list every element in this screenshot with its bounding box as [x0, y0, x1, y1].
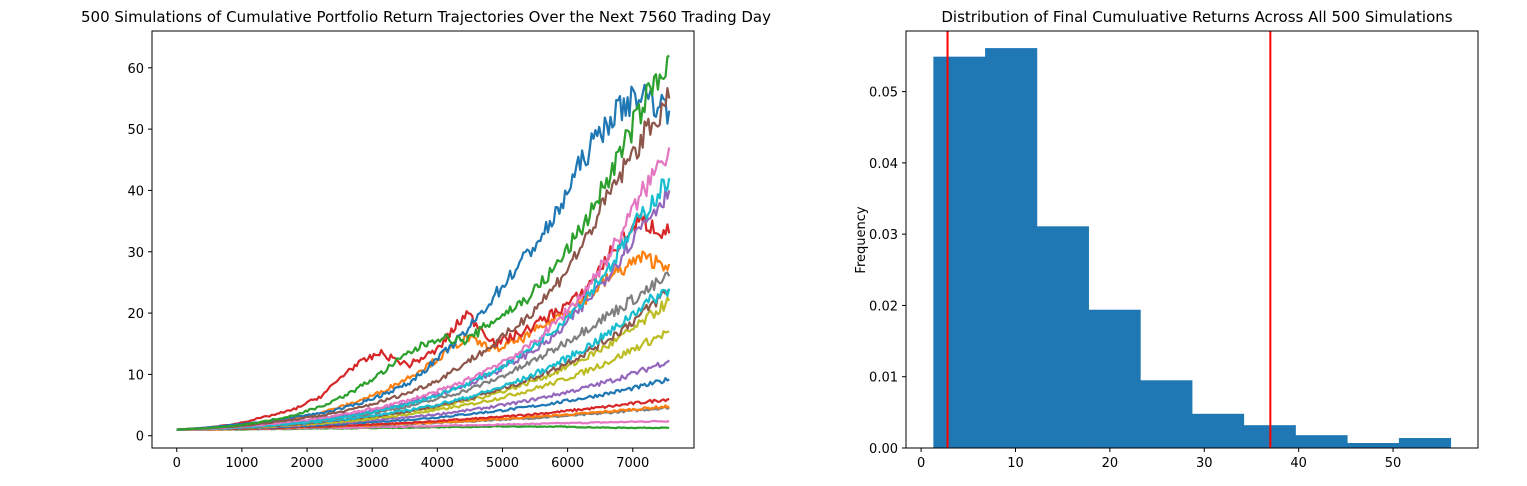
- histogram-y-ticks: 0.00 0.01 0.02 0.03 0.04 0.05: [869, 86, 906, 457]
- histogram-chart-title: Distribution of Final Cumuluative Return…: [941, 8, 1452, 26]
- trajectory-x-tick-label: 5000: [486, 456, 519, 471]
- trajectory-x-tick-label: 3000: [356, 456, 389, 471]
- histogram-x-ticks: 0 10 20 30 40 50: [917, 448, 1401, 471]
- histogram-x-tick-label: 50: [1385, 456, 1402, 471]
- histogram-y-tick-label: 0.02: [869, 299, 898, 314]
- trajectory-x-tick-label: 2000: [290, 456, 323, 471]
- trajectory-x-tick-label: 7000: [616, 456, 649, 471]
- histogram-x-tick-label: 20: [1102, 456, 1119, 471]
- histogram-ci-lines: [946, 31, 1272, 448]
- histogram-bars: [933, 48, 1452, 449]
- histogram-y-tick-label: 0.00: [869, 442, 898, 457]
- histogram-x-tick-label: 40: [1290, 456, 1307, 471]
- trajectory-plot-frame: [151, 30, 695, 449]
- trajectory-lines: [176, 54, 671, 431]
- histogram-bar: [1140, 380, 1193, 448]
- trajectory-x-tick-label: 1000: [225, 456, 258, 471]
- histogram-y-axis-label: Frequency: [854, 206, 869, 273]
- trajectory-chart-title: 500 Simulations of Cumulative Portfolio …: [81, 8, 771, 26]
- histogram-bar: [985, 48, 1038, 448]
- histogram-x-tick-label: 30: [1196, 456, 1213, 471]
- trajectory-line: [176, 147, 671, 431]
- trajectory-x-tick-label: 0: [173, 456, 181, 471]
- histogram-bar: [1192, 413, 1245, 448]
- trajectory-line: [176, 296, 671, 431]
- trajectory-y-tick-label: 0: [136, 430, 144, 445]
- histogram-y-tick-label: 0.04: [869, 157, 898, 172]
- trajectory-y-tick-label: 40: [127, 184, 144, 199]
- trajectory-chart: 500 Simulations of Cumulative Portfolio …: [81, 8, 771, 471]
- trajectory-y-ticks: 0 10 20 30 40 50 60: [127, 62, 152, 445]
- histogram-y-tick-label: 0.01: [869, 371, 898, 386]
- trajectory-line: [176, 54, 670, 431]
- histogram-bar: [933, 56, 986, 449]
- trajectory-y-tick-label: 20: [127, 307, 144, 322]
- histogram-bar: [1398, 438, 1452, 448]
- histogram-x-tick-label: 0: [917, 456, 925, 471]
- trajectory-line: [176, 87, 671, 431]
- histogram-bar: [1088, 309, 1141, 448]
- trajectory-y-tick-label: 50: [127, 123, 144, 138]
- histogram-bar: [1036, 226, 1089, 448]
- histogram-bar: [1347, 443, 1400, 448]
- trajectory-line: [176, 83, 671, 431]
- trajectory-y-tick-label: 10: [127, 368, 144, 383]
- trajectory-y-tick-label: 30: [127, 246, 144, 261]
- histogram-y-tick-label: 0.03: [869, 228, 898, 243]
- histogram-x-tick-label: 10: [1007, 456, 1024, 471]
- trajectory-x-ticks: 0 1000 2000 3000 4000 5000 6000 7000: [173, 448, 649, 471]
- trajectory-line: [176, 178, 671, 431]
- histogram-chart: Distribution of Final Cumuluative Return…: [854, 8, 1479, 471]
- histogram-plot-frame: [905, 30, 1479, 449]
- histogram-bar: [1295, 435, 1348, 448]
- trajectory-y-tick-label: 60: [127, 62, 144, 77]
- histogram-y-tick-label: 0.05: [869, 86, 898, 101]
- trajectory-x-tick-label: 4000: [421, 456, 454, 471]
- trajectory-x-tick-label: 6000: [551, 456, 584, 471]
